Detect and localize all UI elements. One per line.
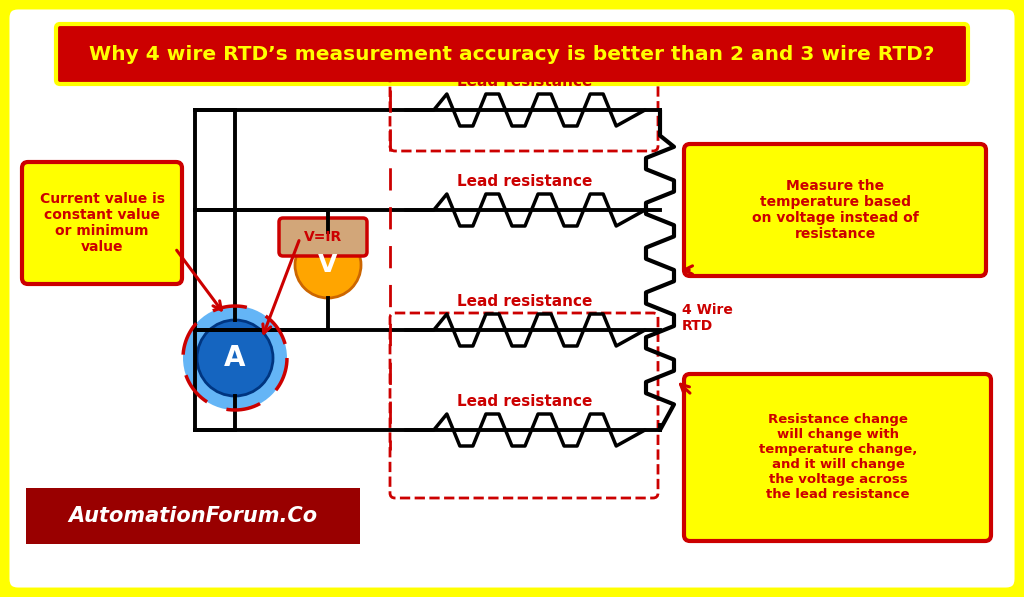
FancyBboxPatch shape: [279, 218, 367, 256]
Text: V=IR: V=IR: [304, 230, 342, 244]
Text: V: V: [318, 253, 338, 277]
FancyBboxPatch shape: [684, 374, 991, 541]
Circle shape: [183, 306, 287, 410]
Text: AutomationForum.Co: AutomationForum.Co: [69, 506, 317, 526]
Circle shape: [197, 320, 273, 396]
FancyBboxPatch shape: [684, 144, 986, 276]
FancyBboxPatch shape: [22, 162, 182, 284]
Text: 4 Wire
RTD: 4 Wire RTD: [682, 303, 733, 333]
FancyBboxPatch shape: [6, 6, 1018, 591]
Text: Lead resistance: Lead resistance: [458, 75, 593, 90]
Text: Lead resistance: Lead resistance: [458, 395, 593, 410]
Text: Resistance change
will change with
temperature change,
and it will change
the vo: Resistance change will change with tempe…: [759, 413, 918, 501]
Text: A: A: [224, 344, 246, 372]
Text: Measure the
temperature based
on voltage instead of
resistance: Measure the temperature based on voltage…: [752, 179, 919, 241]
FancyBboxPatch shape: [26, 488, 360, 544]
Text: Current value is
constant value
or minimum
value: Current value is constant value or minim…: [40, 192, 165, 254]
Circle shape: [295, 232, 361, 298]
Text: Why 4 wire RTD’s measurement accuracy is better than 2 and 3 wire RTD?: Why 4 wire RTD’s measurement accuracy is…: [89, 45, 935, 64]
Text: Lead resistance: Lead resistance: [458, 174, 593, 189]
FancyBboxPatch shape: [56, 24, 968, 84]
Text: Lead resistance: Lead resistance: [458, 294, 593, 309]
